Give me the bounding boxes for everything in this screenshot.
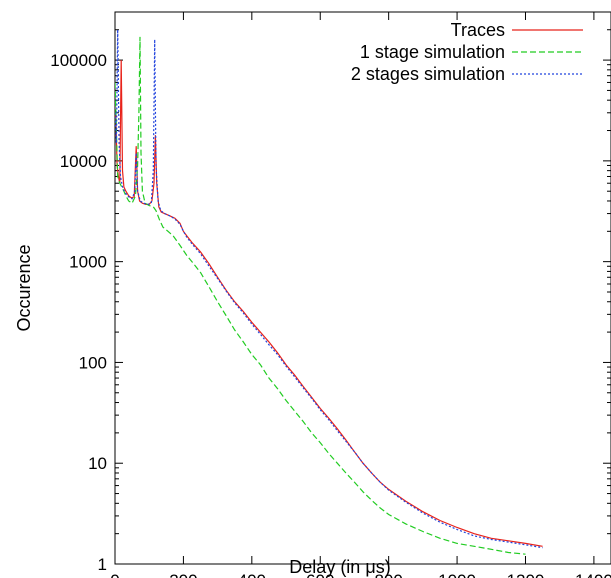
x-tick-label: 0 <box>110 571 119 578</box>
series-line-1-stage-simulation <box>115 36 526 555</box>
plot-frame <box>114 11 611 565</box>
y-tick-label: 1000 <box>69 253 107 272</box>
legend-label: 2 stages simulation <box>351 64 505 84</box>
series-line-2-stages-simulation <box>115 29 543 549</box>
series-line-traces <box>115 60 543 547</box>
series-layer <box>115 29 543 555</box>
axis-ticks: 0 200 400 600 800 1000 1200 1400 1 10 100 1000 10000… <box>50 11 611 578</box>
x-tick-label: 400 <box>238 571 266 578</box>
x-tick-label: 1000 <box>438 571 476 578</box>
x-tick-label: 200 <box>169 571 197 578</box>
x-axis-label: Delay (in μs) <box>289 557 390 577</box>
x-tick-label: 800 <box>374 571 402 578</box>
y-tick-label: 10000 <box>60 152 107 171</box>
y-tick-label: 100 <box>79 353 107 372</box>
legend-label: Traces <box>451 20 505 40</box>
y-tick-label: 10 <box>88 454 107 473</box>
y-tick-label: 100000 <box>50 51 107 70</box>
y-axis-label: Occurence <box>14 244 34 331</box>
x-tick-label: 1400 <box>575 571 611 578</box>
y-tick-label: 1 <box>98 555 107 574</box>
x-tick-label: 1200 <box>507 571 545 578</box>
x-tick-label: 600 <box>306 571 334 578</box>
legend-label: 1 stage simulation <box>360 42 505 62</box>
